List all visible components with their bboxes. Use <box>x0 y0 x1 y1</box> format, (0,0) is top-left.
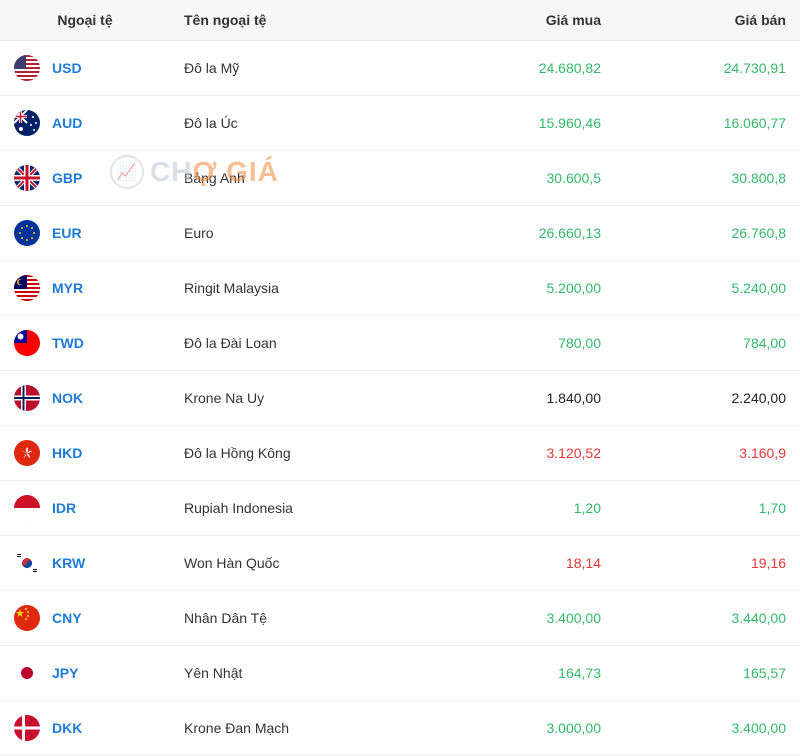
cell-buy-price: 1,20 <box>430 481 615 536</box>
cell-currency-name: Rupiah Indonesia <box>170 481 430 536</box>
table-header-row: Ngoại tệ Tên ngoại tệ Giá mua Giá bán <box>0 0 800 41</box>
currency-code-label: USD <box>52 60 82 76</box>
cell-buy-price: 780,00 <box>430 316 615 371</box>
us-flag-icon <box>14 55 40 81</box>
header-code: Ngoại tệ <box>0 0 170 41</box>
cell-sell-price: 1,70 <box>615 481 800 536</box>
cell-currency-name: Krone Na Uy <box>170 371 430 426</box>
cell-currency-code[interactable]: EUR <box>0 206 170 261</box>
cell-buy-price: 15.960,46 <box>430 96 615 151</box>
cell-currency-code[interactable]: HKD <box>0 426 170 481</box>
cell-currency-code[interactable]: CNY <box>0 591 170 646</box>
cell-buy-price: 164,73 <box>430 646 615 701</box>
cell-sell-price: 784,00 <box>615 316 800 371</box>
cell-currency-code[interactable]: TWD <box>0 316 170 371</box>
currency-code-label: TWD <box>52 335 84 351</box>
cell-buy-price: 18,14 <box>430 536 615 591</box>
my-flag-icon <box>14 275 40 301</box>
cell-currency-code[interactable]: USD <box>0 41 170 96</box>
cell-currency-name: Nhân Dân Tệ <box>170 591 430 646</box>
currency-code-label: NOK <box>52 390 83 406</box>
table-row: IDR Rupiah Indonesia1,201,70 <box>0 481 800 536</box>
table-row: USD Đô la Mỹ24.680,8224.730,91 <box>0 41 800 96</box>
currency-code-label: KRW <box>52 555 85 571</box>
cell-currency-code[interactable]: AUD <box>0 96 170 151</box>
cell-currency-name: Đô la Hồng Kông <box>170 426 430 481</box>
currency-code-label: IDR <box>52 500 76 516</box>
cell-buy-price: 3.000,00 <box>430 701 615 756</box>
table-row: KRW Won Hàn Quốc18,1419,16 <box>0 536 800 591</box>
cell-sell-price: 3.400,00 <box>615 701 800 756</box>
cell-sell-price: 30.800,8 <box>615 151 800 206</box>
cell-buy-price: 26.660,13 <box>430 206 615 261</box>
cell-currency-name: Đô la Mỹ <box>170 41 430 96</box>
header-sell: Giá bán <box>615 0 800 41</box>
eu-flag-icon <box>14 220 40 246</box>
cell-currency-name: Đô la Đài Loan <box>170 316 430 371</box>
cell-currency-name: Krone Đan Mạch <box>170 701 430 756</box>
currency-code-label: EUR <box>52 225 82 241</box>
gb-flag-icon <box>14 165 40 191</box>
currency-code-label: JPY <box>52 665 78 681</box>
cell-sell-price: 3.160,9 <box>615 426 800 481</box>
table-row: AUD Đô la Úc15.960,4616.060,77 <box>0 96 800 151</box>
header-name: Tên ngoại tệ <box>170 0 430 41</box>
table-row: HKD Đô la Hồng Kông3.120,523.160,9 <box>0 426 800 481</box>
cell-sell-price: 3.440,00 <box>615 591 800 646</box>
cell-sell-price: 5.240,00 <box>615 261 800 316</box>
table-row: CNY Nhân Dân Tệ3.400,003.440,00 <box>0 591 800 646</box>
cell-currency-code[interactable]: KRW <box>0 536 170 591</box>
table-row: EUR Euro26.660,1326.760,8 <box>0 206 800 261</box>
dk-flag-icon <box>14 715 40 741</box>
au-flag-icon <box>14 110 40 136</box>
cell-currency-name: Yên Nhật <box>170 646 430 701</box>
hk-flag-icon <box>14 440 40 466</box>
currency-code-label: MYR <box>52 280 83 296</box>
cell-sell-price: 2.240,00 <box>615 371 800 426</box>
table-row: GBP Bảng Anh30.600,530.800,8 <box>0 151 800 206</box>
kr-flag-icon <box>14 550 40 576</box>
cell-currency-name: Đô la Úc <box>170 96 430 151</box>
cell-buy-price: 30.600,5 <box>430 151 615 206</box>
cell-buy-price: 5.200,00 <box>430 261 615 316</box>
cell-currency-name: Won Hàn Quốc <box>170 536 430 591</box>
tw-flag-icon <box>14 330 40 356</box>
no-flag-icon <box>14 385 40 411</box>
currency-code-label: HKD <box>52 445 82 461</box>
table-row: MYR Ringit Malaysia5.200,005.240,00 <box>0 261 800 316</box>
cell-buy-price: 24.680,82 <box>430 41 615 96</box>
cell-currency-name: Ringit Malaysia <box>170 261 430 316</box>
cell-currency-code[interactable]: DKK <box>0 701 170 756</box>
table-row: JPY Yên Nhật164,73165,57 <box>0 646 800 701</box>
cell-currency-code[interactable]: JPY <box>0 646 170 701</box>
cell-sell-price: 26.760,8 <box>615 206 800 261</box>
exchange-rate-table: Ngoại tệ Tên ngoại tệ Giá mua Giá bán US… <box>0 0 800 756</box>
cell-buy-price: 3.400,00 <box>430 591 615 646</box>
id-flag-icon <box>14 495 40 521</box>
cell-sell-price: 16.060,77 <box>615 96 800 151</box>
table-row: TWD Đô la Đài Loan780,00784,00 <box>0 316 800 371</box>
table-row: NOK Krone Na Uy1.840,002.240,00 <box>0 371 800 426</box>
table-row: DKK Krone Đan Mạch3.000,003.400,00 <box>0 701 800 756</box>
cell-currency-code[interactable]: MYR <box>0 261 170 316</box>
currency-code-label: DKK <box>52 720 82 736</box>
cell-sell-price: 19,16 <box>615 536 800 591</box>
cell-buy-price: 3.120,52 <box>430 426 615 481</box>
cell-currency-name: Euro <box>170 206 430 261</box>
cell-currency-name: Bảng Anh <box>170 151 430 206</box>
cell-buy-price: 1.840,00 <box>430 371 615 426</box>
cell-sell-price: 165,57 <box>615 646 800 701</box>
currency-code-label: AUD <box>52 115 82 131</box>
cell-currency-code[interactable]: IDR <box>0 481 170 536</box>
cell-currency-code[interactable]: NOK <box>0 371 170 426</box>
currency-code-label: GBP <box>52 170 82 186</box>
jp-flag-icon <box>14 660 40 686</box>
header-buy: Giá mua <box>430 0 615 41</box>
cell-sell-price: 24.730,91 <box>615 41 800 96</box>
cell-currency-code[interactable]: GBP <box>0 151 170 206</box>
cn-flag-icon <box>14 605 40 631</box>
currency-code-label: CNY <box>52 610 82 626</box>
